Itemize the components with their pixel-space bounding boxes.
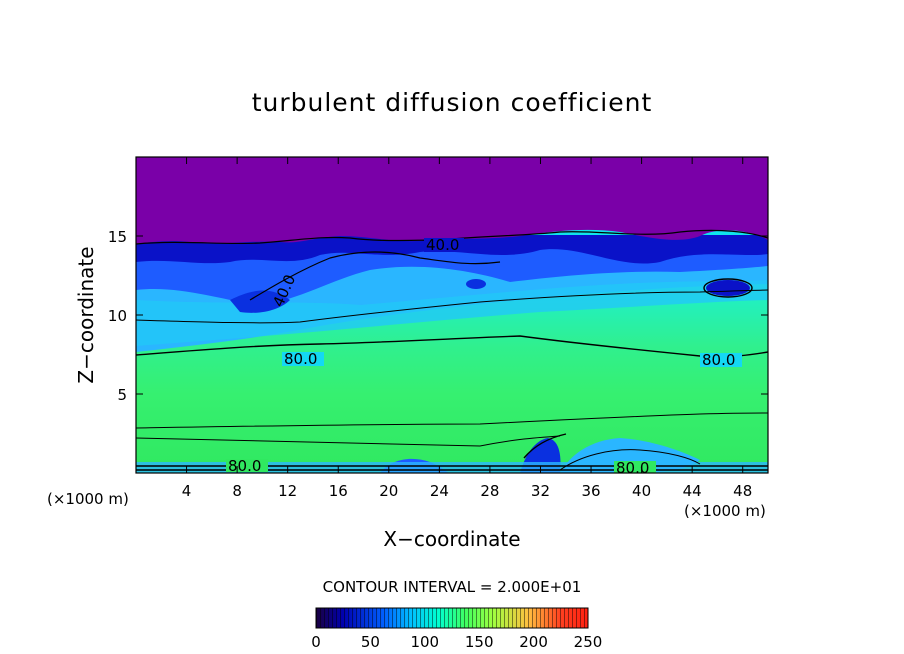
colorbar-tick-label: 50 bbox=[361, 633, 380, 651]
label-backdrop bbox=[282, 352, 324, 366]
x-unit-right: (×1000 m) bbox=[684, 502, 766, 520]
x-tick-label: 20 bbox=[379, 482, 398, 500]
label-backdrop bbox=[700, 353, 742, 367]
y-axis-ticks: 5 10 15 bbox=[108, 228, 768, 404]
colorbar-frame bbox=[315, 607, 589, 629]
dark-pocket-3 bbox=[230, 290, 290, 313]
x-tick-label: 48 bbox=[733, 482, 752, 500]
purple-top-layer bbox=[136, 157, 768, 244]
contour-line bbox=[249, 251, 501, 301]
x-axis-label: X−coordinate bbox=[383, 527, 520, 551]
heatmap-field: 40.0 40.0 80.0 80.0 80.0 80.0 bbox=[136, 157, 768, 477]
x-tick-label: 32 bbox=[531, 482, 550, 500]
x-tick-label: 36 bbox=[581, 482, 600, 500]
y-axis-label: Z−coordinate bbox=[74, 246, 98, 383]
y-tick-label: 5 bbox=[117, 386, 127, 404]
contour-label: 80.0 bbox=[616, 459, 649, 477]
label-backdrop bbox=[424, 238, 464, 252]
x-tick-label: 28 bbox=[480, 482, 499, 500]
x-unit-left: (×1000 m) bbox=[47, 490, 129, 508]
chart-title: turbulent diffusion coefficient bbox=[252, 88, 653, 117]
contour-label: 80.0 bbox=[228, 457, 261, 475]
colorbar-tick-label: 100 bbox=[410, 633, 439, 651]
contour-line bbox=[136, 412, 768, 429]
contour-line bbox=[136, 289, 768, 324]
y-tick-label: 15 bbox=[108, 228, 127, 246]
contour-line bbox=[523, 433, 567, 459]
x-tick-label: 8 bbox=[232, 482, 242, 500]
label-backdrop bbox=[614, 461, 656, 473]
colorbar bbox=[315, 607, 589, 629]
contour-interval-text: CONTOUR INTERVAL = 2.000E+01 bbox=[323, 578, 582, 596]
contour-line bbox=[559, 449, 701, 471]
x-axis-ticks: 4 8 12 16 20 24 28 32 36 40 44 48 bbox=[182, 157, 752, 500]
y-tick-label: 10 bbox=[108, 307, 127, 325]
colorbar-tick-label: 200 bbox=[519, 633, 548, 651]
dark-pocket-2 bbox=[466, 279, 486, 289]
colorbar-tick-label: 0 bbox=[311, 633, 321, 651]
dark-pocket-1 bbox=[706, 280, 750, 296]
label-backdrop bbox=[226, 459, 268, 472]
lighter-blue-band bbox=[136, 280, 768, 346]
contour-label: 40.0 bbox=[426, 236, 459, 254]
x-tick-label: 24 bbox=[430, 482, 449, 500]
contour-line bbox=[703, 278, 753, 298]
x-tick-label: 44 bbox=[683, 482, 702, 500]
x-tick-label: 4 bbox=[182, 482, 192, 500]
contour-line bbox=[136, 435, 561, 447]
colorbar-tick-label: 150 bbox=[465, 633, 494, 651]
contour-label: 80.0 bbox=[702, 351, 735, 369]
contour-label: 80.0 bbox=[284, 350, 317, 368]
colorbar-stripes bbox=[316, 608, 588, 628]
x-tick-label: 40 bbox=[632, 482, 651, 500]
x-tick-label: 12 bbox=[278, 482, 297, 500]
x-tick-label: 16 bbox=[329, 482, 348, 500]
colorbar-tick-label: 250 bbox=[574, 633, 603, 651]
colorbar-ticks: 0 50 100 150 200 250 bbox=[311, 633, 602, 651]
